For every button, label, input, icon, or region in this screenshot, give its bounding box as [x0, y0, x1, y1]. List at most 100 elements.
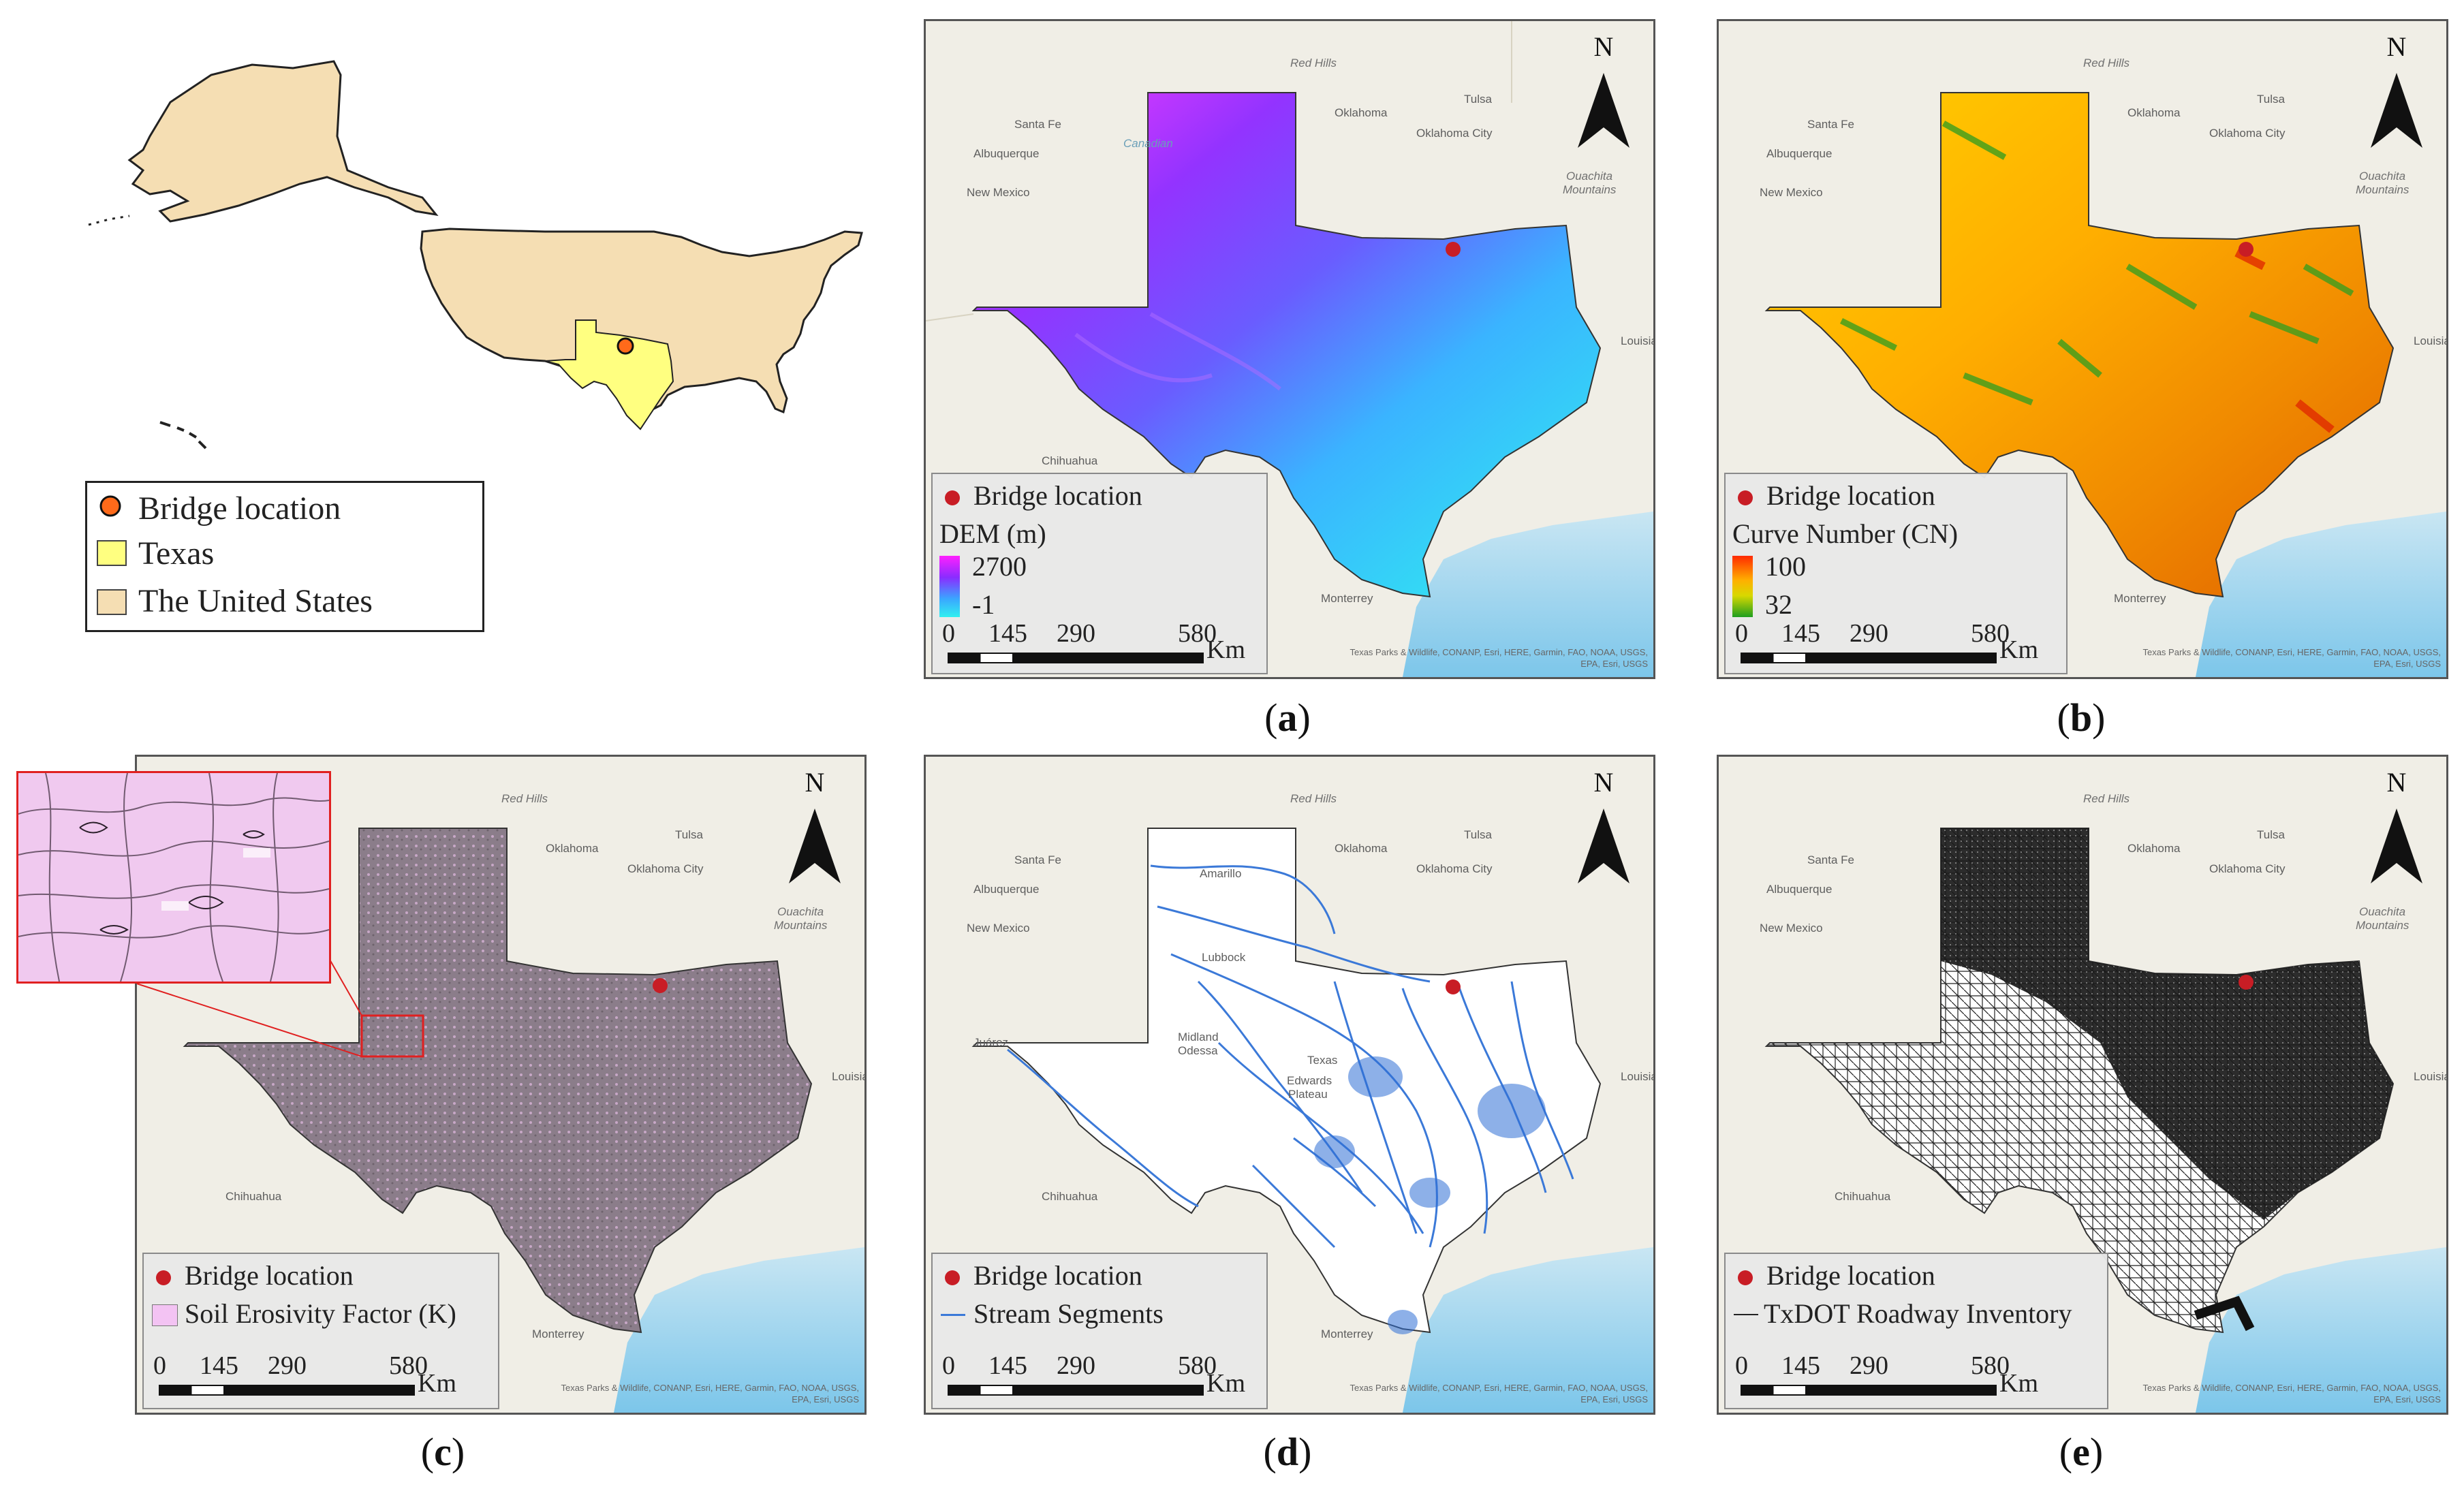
- basemap-label: Oklahoma: [1335, 842, 1388, 855]
- panel-c-legend: Bridge location Soil Erosivity Factor (K…: [142, 1253, 499, 1409]
- basemap-label: Chihuahua: [1042, 1190, 1098, 1203]
- place-label: Juárez: [973, 1036, 1009, 1049]
- legend-bridge-label: Bridge location: [973, 1260, 1142, 1291]
- overview-legend-texas: Texas: [138, 535, 215, 571]
- scale-unit: Km: [1206, 635, 1245, 664]
- bridge-legend-symbol: [945, 490, 960, 505]
- overview-legend-bridge: Bridge location: [138, 490, 341, 527]
- attribution: Texas Parks & Wildlife, CONANP, Esri, HE…: [2142, 647, 2441, 669]
- north-arrow-icon: [2371, 73, 2422, 148]
- place-label: Midland: [1178, 1031, 1219, 1043]
- soil-legend-swatch: [152, 1304, 178, 1326]
- basemap-label: Santa Fe: [1807, 118, 1854, 131]
- bridge-location-marker: [1446, 979, 1461, 994]
- basemap-label: Santa Fe: [1807, 853, 1854, 866]
- basemap-label: Canadian: [1123, 137, 1173, 150]
- ramp-low-label: -1: [972, 589, 995, 620]
- bridge-legend-symbol: [1738, 1270, 1753, 1285]
- panel-c-soil-erosivity-map: Red Hills Oklahoma Tulsa Oklahoma City C…: [135, 755, 867, 1415]
- north-label: N: [805, 767, 825, 798]
- scale-tick: 580: [1971, 1351, 2010, 1380]
- scale-tick: 145: [1781, 1351, 1820, 1380]
- basemap-label: Louisia: [1621, 334, 1655, 347]
- bridge-location-marker: [653, 978, 668, 993]
- place-label: Amarillo: [1200, 867, 1242, 880]
- ramp-low-label: 32: [1765, 589, 1792, 620]
- ramp-high-label: 2700: [972, 551, 1027, 582]
- dem-color-ramp: [939, 556, 960, 617]
- legend-bridge-label: Bridge location: [1766, 1260, 1935, 1291]
- basemap-label: Monterrey: [2114, 592, 2166, 605]
- basemap-label: Red Hills: [1290, 57, 1337, 69]
- scale-tick: 0: [153, 1351, 166, 1380]
- basemap-label: Red Hills: [501, 792, 548, 805]
- inset-extent-box: [360, 1014, 424, 1058]
- scale-tick: 145: [1781, 619, 1820, 648]
- dense-roadway-area: [1941, 828, 2393, 1220]
- basemap-label: New Mexico: [1760, 186, 1823, 199]
- place-label: Plateau: [1288, 1088, 1328, 1101]
- basemap-label: Tulsa: [675, 828, 703, 841]
- basemap-label: Mountains: [2356, 183, 2410, 196]
- basemap-label: Oklahoma: [2127, 106, 2181, 119]
- scale-unit: Km: [1206, 1369, 1245, 1398]
- legend-layer-title: Curve Number (CN): [1732, 518, 1959, 549]
- basemap-label: Chihuahua: [225, 1190, 282, 1203]
- basemap-label: Mountains: [2356, 919, 2410, 932]
- scale-bar: [948, 653, 1204, 663]
- caption-d: (d): [1263, 1430, 1312, 1474]
- north-arrow-icon: [789, 809, 841, 883]
- place-label: Lubbock: [1202, 951, 1246, 964]
- scale-tick: 145: [988, 619, 1027, 648]
- panel-d-streams-map: Amarillo Lubbock Midland Odessa Juárez E…: [924, 755, 1655, 1415]
- scale-tick: 290: [1850, 1351, 1888, 1380]
- basemap-label: Monterrey: [1321, 1328, 1373, 1340]
- attribution: Texas Parks & Wildlife, CONANP, Esri, HE…: [2142, 1383, 2441, 1404]
- scale-tick: 290: [1850, 619, 1888, 648]
- basemap-label: Oklahoma City: [1416, 862, 1493, 875]
- basemap-label: Tulsa: [1464, 93, 1492, 106]
- basemap-label: Monterrey: [532, 1328, 584, 1340]
- basemap-label: Mountains: [774, 919, 828, 932]
- north-label: N: [2386, 31, 2407, 62]
- basemap-label: Santa Fe: [1014, 118, 1061, 131]
- texas-cn-raster: [1764, 92, 2395, 598]
- basemap-label: Albuquerque: [1766, 883, 1833, 896]
- basemap-label: Monterrey: [1321, 592, 1373, 605]
- texas-soil-raster: [183, 828, 813, 1334]
- alaska-shape: [127, 60, 439, 223]
- north-label: N: [1593, 31, 1614, 62]
- basemap-label: Oklahoma City: [2209, 127, 2286, 140]
- scale-tick: 290: [1057, 619, 1095, 648]
- basemap-label: Tulsa: [2257, 828, 2285, 841]
- north-arrow-icon: [1578, 809, 1629, 883]
- basemap-label: Oklahoma: [1335, 106, 1388, 119]
- basemap-label: Tulsa: [2257, 93, 2285, 106]
- panel-a-dem-map: Red Hills Oklahoma Tulsa Oklahoma City S…: [924, 19, 1655, 679]
- north-arrow: N: [1573, 766, 1634, 896]
- caption-c: (c): [420, 1430, 465, 1474]
- scale-bar: [948, 1385, 1204, 1396]
- overview-legend: Bridge location Texas The United States: [85, 481, 484, 632]
- scale-tick: 580: [1178, 619, 1217, 648]
- basemap-label: Ouachita: [1566, 170, 1613, 183]
- place-label: Texas: [1307, 1054, 1338, 1067]
- bridge-legend-symbol: [99, 495, 121, 517]
- scale-tick: 0: [942, 619, 955, 648]
- basemap-label: Oklahoma City: [1416, 127, 1493, 140]
- place-label: Odessa: [1178, 1044, 1218, 1057]
- scale-unit: Km: [1999, 635, 2038, 664]
- scale-tick: 0: [1735, 1351, 1748, 1380]
- legend-bridge-label: Bridge location: [185, 1260, 354, 1291]
- panel-b-legend: Bridge location Curve Number (CN) 100 32…: [1724, 473, 2068, 674]
- place-label: Edwards: [1287, 1074, 1332, 1087]
- north-arrow: N: [2366, 766, 2427, 896]
- soil-inset-svg: [18, 773, 329, 982]
- basemap-label: Louisia: [2414, 334, 2448, 347]
- us-shape: [420, 227, 863, 414]
- basemap-label: Tulsa: [1464, 828, 1492, 841]
- scale-unit: Km: [418, 1369, 456, 1398]
- caption-b: (b): [2057, 695, 2106, 740]
- bridge-location-marker: [2239, 242, 2254, 257]
- soil-inset-zoom: [16, 771, 331, 984]
